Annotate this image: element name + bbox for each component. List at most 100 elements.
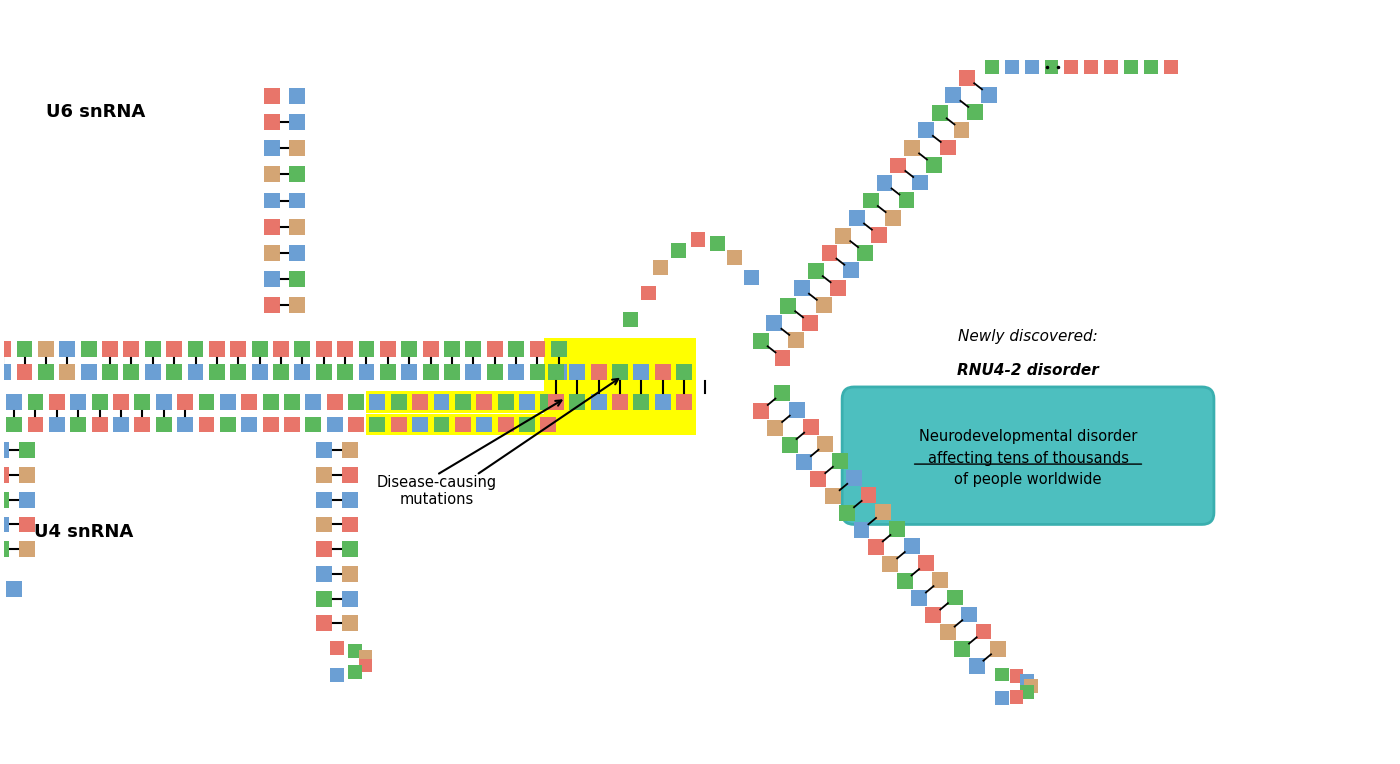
Bar bbox=[199, 416, 214, 432]
Bar bbox=[587, 338, 610, 435]
Bar bbox=[290, 245, 305, 261]
Bar bbox=[337, 342, 353, 358]
Bar bbox=[540, 416, 556, 432]
Bar bbox=[273, 342, 288, 358]
Bar bbox=[836, 228, 851, 244]
Bar bbox=[455, 394, 470, 410]
Bar bbox=[49, 416, 64, 432]
Bar bbox=[955, 642, 970, 657]
Bar bbox=[536, 391, 560, 413]
Bar bbox=[167, 342, 182, 358]
Bar bbox=[263, 219, 280, 235]
Bar bbox=[337, 364, 353, 380]
Bar bbox=[349, 394, 364, 410]
Bar bbox=[547, 394, 564, 410]
Bar bbox=[102, 342, 118, 358]
Bar bbox=[358, 342, 374, 358]
Bar bbox=[241, 394, 258, 410]
Bar bbox=[529, 342, 546, 358]
Bar bbox=[508, 342, 524, 358]
Bar bbox=[316, 566, 332, 582]
Bar bbox=[365, 391, 389, 413]
Bar bbox=[918, 122, 934, 138]
Bar bbox=[0, 342, 11, 358]
Bar bbox=[347, 644, 361, 658]
Bar bbox=[550, 364, 567, 380]
Bar bbox=[1021, 674, 1035, 688]
Bar bbox=[113, 416, 129, 432]
Bar bbox=[889, 521, 906, 537]
Bar bbox=[316, 442, 332, 458]
Bar bbox=[386, 391, 410, 413]
Bar bbox=[946, 590, 963, 605]
Bar bbox=[767, 419, 783, 435]
Bar bbox=[788, 402, 805, 418]
Bar bbox=[794, 280, 809, 296]
Bar bbox=[412, 394, 428, 410]
Bar bbox=[273, 364, 288, 380]
Bar bbox=[939, 624, 956, 640]
Bar bbox=[342, 492, 358, 507]
Bar bbox=[167, 364, 182, 380]
Bar bbox=[290, 114, 305, 130]
Bar bbox=[6, 416, 22, 432]
Bar bbox=[81, 364, 97, 380]
Bar bbox=[330, 641, 344, 655]
Bar bbox=[728, 250, 742, 265]
Bar bbox=[342, 467, 358, 483]
Bar bbox=[263, 88, 280, 104]
Bar bbox=[220, 394, 235, 410]
Bar bbox=[959, 70, 976, 86]
Bar bbox=[316, 364, 332, 380]
Bar bbox=[839, 505, 855, 521]
Bar bbox=[6, 581, 22, 597]
Bar bbox=[252, 342, 267, 358]
Bar bbox=[209, 342, 225, 358]
Bar bbox=[862, 193, 879, 209]
Bar bbox=[939, 140, 956, 155]
Bar bbox=[0, 492, 10, 507]
Bar bbox=[843, 262, 860, 278]
Bar bbox=[386, 413, 410, 435]
Bar bbox=[402, 342, 417, 358]
Bar bbox=[986, 60, 998, 73]
Bar bbox=[391, 416, 407, 432]
Bar bbox=[365, 413, 389, 435]
Bar bbox=[633, 364, 650, 380]
Bar bbox=[676, 364, 692, 380]
Bar bbox=[347, 665, 361, 679]
Bar bbox=[290, 193, 305, 209]
Bar bbox=[409, 413, 433, 435]
Bar bbox=[519, 394, 535, 410]
Bar bbox=[330, 668, 344, 681]
Text: RNU4-2 disorder: RNU4-2 disorder bbox=[958, 363, 1099, 377]
Bar bbox=[969, 659, 984, 675]
Bar bbox=[967, 105, 983, 120]
Bar bbox=[155, 394, 172, 410]
Bar bbox=[710, 236, 725, 251]
Bar bbox=[832, 453, 847, 469]
Bar bbox=[540, 394, 556, 410]
Bar bbox=[1009, 669, 1023, 683]
Bar bbox=[220, 416, 235, 432]
Bar bbox=[263, 394, 279, 410]
Bar bbox=[155, 416, 172, 432]
Bar bbox=[848, 210, 865, 226]
Bar bbox=[882, 556, 899, 572]
Bar bbox=[550, 342, 567, 358]
Bar bbox=[508, 364, 524, 380]
Bar bbox=[766, 316, 783, 332]
Bar bbox=[231, 342, 246, 358]
Bar bbox=[655, 394, 671, 410]
Bar bbox=[199, 394, 214, 410]
Bar bbox=[241, 416, 258, 432]
Bar bbox=[1025, 679, 1039, 694]
Bar bbox=[290, 88, 305, 104]
Bar bbox=[342, 516, 358, 533]
Bar bbox=[91, 416, 108, 432]
Text: Neurodevelopmental disorder: Neurodevelopmental disorder bbox=[918, 429, 1137, 444]
Bar bbox=[655, 364, 671, 380]
Bar bbox=[209, 364, 225, 380]
Bar bbox=[591, 364, 606, 380]
Bar bbox=[423, 364, 438, 380]
